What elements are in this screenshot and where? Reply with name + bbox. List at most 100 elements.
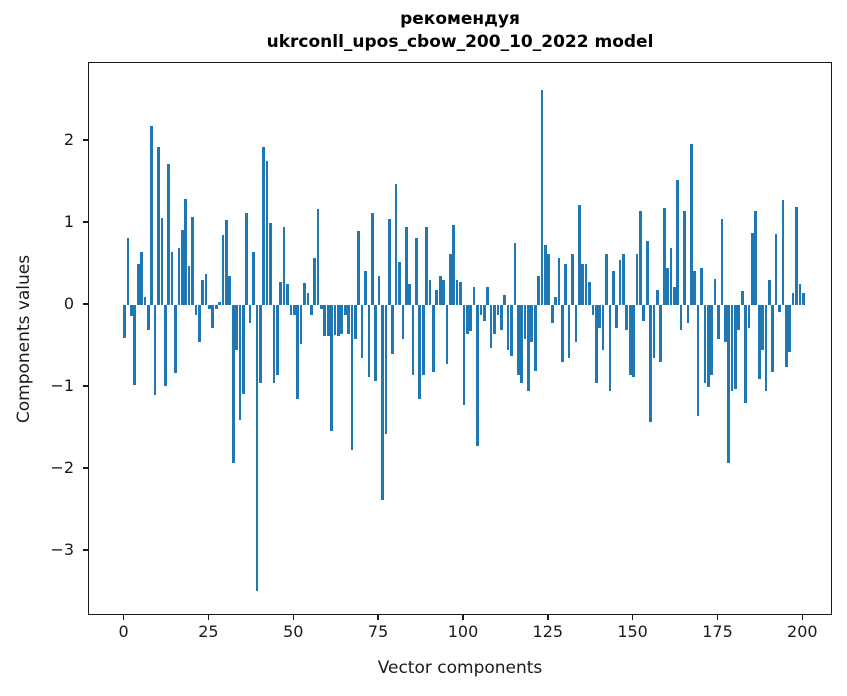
bar-134 bbox=[577, 204, 581, 305]
bar-26 bbox=[211, 305, 215, 328]
bar-151 bbox=[635, 254, 639, 305]
bar-61 bbox=[330, 305, 333, 432]
bar-107 bbox=[486, 286, 490, 305]
bar-9 bbox=[153, 305, 157, 396]
bar-106 bbox=[482, 305, 486, 322]
bar-87 bbox=[418, 305, 422, 400]
bar-88 bbox=[421, 305, 425, 375]
bar-184 bbox=[747, 305, 751, 328]
bar-112 bbox=[503, 295, 506, 305]
bar-163 bbox=[676, 180, 680, 305]
bar-21 bbox=[194, 305, 198, 315]
bar-139 bbox=[594, 305, 598, 383]
bar-105 bbox=[479, 305, 483, 315]
bar-133 bbox=[574, 305, 578, 342]
bar-72 bbox=[367, 305, 371, 378]
bar-180 bbox=[734, 305, 737, 389]
bar-198 bbox=[795, 207, 798, 305]
bar-141 bbox=[601, 305, 605, 351]
bar-19 bbox=[187, 265, 191, 305]
y-tick-mark-2 bbox=[83, 139, 88, 141]
bar-187 bbox=[757, 305, 761, 379]
bar-137 bbox=[588, 282, 591, 305]
bar-103 bbox=[472, 286, 476, 305]
x-tick-label-175: 175 bbox=[702, 622, 733, 641]
x-tick-mark-150 bbox=[631, 615, 634, 620]
bar-48 bbox=[286, 284, 289, 305]
bar-76 bbox=[381, 305, 384, 501]
bar-169 bbox=[696, 305, 700, 416]
bar-89 bbox=[425, 227, 428, 305]
bar-60 bbox=[326, 305, 330, 337]
bar-17 bbox=[180, 229, 184, 305]
bars-container bbox=[89, 63, 831, 614]
bar-55 bbox=[309, 305, 313, 315]
bar-104 bbox=[476, 305, 479, 447]
chart-title-line2: ukrconll_upos_cbow_200_10_2022 model bbox=[266, 32, 654, 52]
bar-59 bbox=[323, 305, 327, 337]
bar-128 bbox=[557, 258, 561, 305]
bar-93 bbox=[438, 276, 442, 305]
bar-147 bbox=[622, 254, 625, 305]
bar-56 bbox=[313, 258, 316, 305]
bar-195 bbox=[784, 305, 788, 367]
bar-162 bbox=[673, 286, 676, 305]
bar-35 bbox=[242, 305, 245, 395]
bar-1 bbox=[126, 237, 130, 305]
bar-74 bbox=[374, 305, 378, 381]
bar-5 bbox=[140, 251, 143, 305]
y-axis-label: Components values bbox=[14, 254, 34, 424]
bar-116 bbox=[516, 305, 520, 375]
bar-24 bbox=[204, 273, 208, 305]
bar-44 bbox=[272, 305, 276, 383]
bar-186 bbox=[754, 210, 758, 305]
x-tick-label-150: 150 bbox=[617, 622, 648, 641]
bar-179 bbox=[730, 305, 734, 392]
bar-189 bbox=[764, 305, 768, 392]
bar-33 bbox=[235, 305, 238, 351]
bar-73 bbox=[370, 213, 374, 305]
x-tick-mark-125 bbox=[547, 615, 549, 620]
bar-64 bbox=[340, 305, 344, 334]
bar-115 bbox=[513, 242, 517, 305]
bar-129 bbox=[561, 305, 564, 363]
y-tick-label--1: −1 bbox=[50, 376, 74, 396]
bar-0 bbox=[123, 305, 126, 338]
bar-125 bbox=[547, 254, 551, 305]
bar-2 bbox=[130, 305, 133, 316]
bar-110 bbox=[496, 305, 500, 315]
bar-68 bbox=[354, 305, 357, 340]
bar-40 bbox=[258, 305, 262, 383]
bar-136 bbox=[584, 263, 588, 305]
bar-185 bbox=[751, 232, 754, 305]
bar-109 bbox=[493, 305, 496, 334]
bar-57 bbox=[316, 208, 320, 305]
bar-176 bbox=[720, 218, 724, 305]
bar-79 bbox=[391, 305, 395, 355]
bar-118 bbox=[523, 305, 527, 340]
bar-84 bbox=[408, 284, 411, 305]
bar-34 bbox=[238, 305, 242, 420]
bar-144 bbox=[611, 270, 615, 305]
bar-71 bbox=[364, 270, 367, 305]
bar-70 bbox=[360, 305, 364, 359]
bar-13 bbox=[167, 163, 171, 305]
bar-32 bbox=[231, 305, 235, 463]
bar-111 bbox=[499, 305, 503, 330]
x-tick-mark-50 bbox=[292, 615, 295, 620]
y-tick-mark--3 bbox=[83, 549, 88, 551]
bar-119 bbox=[527, 305, 530, 392]
bar-182 bbox=[740, 291, 744, 305]
x-tick-label-50: 50 bbox=[283, 622, 304, 641]
bar-183 bbox=[744, 305, 747, 404]
bar-130 bbox=[564, 263, 568, 305]
bar-199 bbox=[798, 284, 802, 305]
bar-123 bbox=[540, 89, 544, 305]
bar-22 bbox=[197, 305, 201, 342]
bar-36 bbox=[245, 213, 249, 305]
bar-58 bbox=[320, 305, 323, 310]
bar-102 bbox=[469, 305, 473, 332]
bar-85 bbox=[411, 305, 415, 375]
bar-173 bbox=[710, 305, 714, 375]
